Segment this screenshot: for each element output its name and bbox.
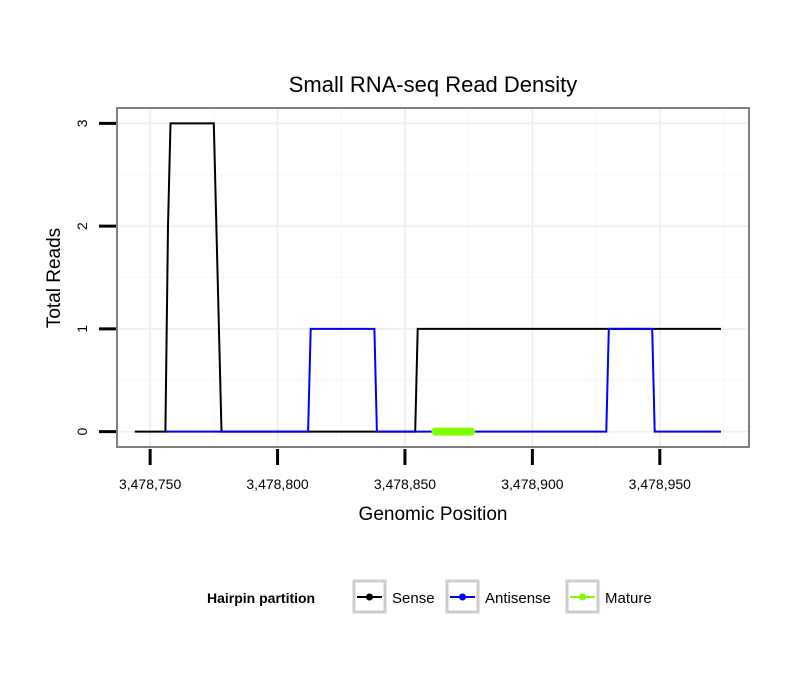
legend-label-mature: Mature <box>605 590 652 607</box>
series-antisense-line <box>165 327 721 433</box>
legend-label-sense: Sense <box>392 590 435 607</box>
legend-key-point <box>366 593 373 601</box>
chart-title: Small RNA-seq Read Density <box>289 72 578 97</box>
y-tick-label: 1 <box>74 325 90 333</box>
legend-item-antisense: Antisense <box>445 579 551 614</box>
legend-item-sense: Sense <box>352 579 435 614</box>
legend-key-point <box>579 593 586 601</box>
plot-panel-border <box>116 107 750 448</box>
x-axis-label: Genomic Position <box>359 504 508 525</box>
y-axis-ticks: 0 1 2 3 <box>74 119 116 435</box>
y-axis-label: Total Reads <box>44 228 65 328</box>
legend-label-antisense: Antisense <box>485 590 551 607</box>
y-tick-label: 3 <box>74 119 90 127</box>
x-axis-ticks: 3,478,750 3,478,800 3,478,850 3,478,900 3,47… <box>119 449 691 492</box>
legend: Hairpin partition Sense Antisense Mature <box>207 579 652 614</box>
y-tick-label: 2 <box>74 222 90 230</box>
legend-key-point <box>459 593 466 601</box>
x-tick-label: 3,478,900 <box>501 476 563 492</box>
series-sense-line <box>134 122 721 433</box>
y-tick-label: 0 <box>74 427 90 435</box>
x-tick-label: 3,478,950 <box>629 476 691 492</box>
legend-title: Hairpin partition <box>207 590 315 606</box>
x-tick-label: 3,478,750 <box>119 476 181 492</box>
series-lines <box>134 122 721 436</box>
legend-items: Sense Antisense Mature <box>352 579 652 614</box>
x-tick-label: 3,478,850 <box>374 476 436 492</box>
legend-item-mature: Mature <box>565 579 652 614</box>
x-tick-label: 3,478,800 <box>246 476 308 492</box>
